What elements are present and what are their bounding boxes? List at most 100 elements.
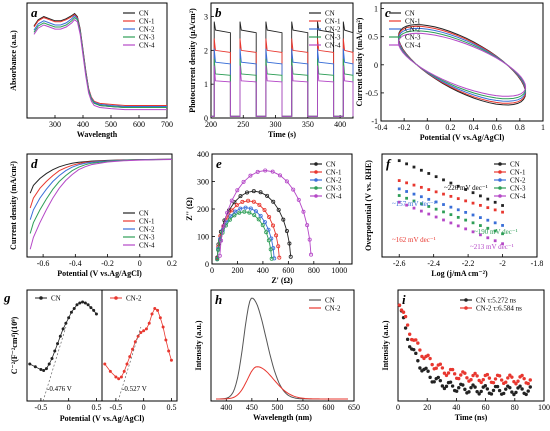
data-point [504, 387, 508, 391]
data-point [440, 384, 445, 388]
x-tick-label: 60 [482, 403, 490, 412]
data-point [94, 312, 98, 316]
legend-label: CN-4 [139, 42, 155, 50]
data-point [457, 376, 461, 381]
data-point [419, 202, 423, 206]
data-point [277, 255, 282, 260]
legend-label: CN-3 [139, 34, 155, 42]
data-point [427, 205, 431, 208]
legend-marker [314, 186, 318, 190]
data-point [399, 308, 404, 312]
data-point [497, 388, 502, 393]
panel-label: b [215, 5, 222, 20]
data-point [463, 387, 467, 392]
x-tick-label: 80 [511, 403, 519, 412]
legend-label: CN-2 [139, 226, 155, 234]
legend-label: CN [325, 297, 335, 305]
data-point [486, 197, 490, 201]
data-point [167, 349, 171, 353]
subplot-frame [101, 289, 178, 402]
x-tick-label: -0.2 [101, 259, 114, 268]
x-tick-label: 650 [348, 403, 360, 412]
data-point [405, 337, 410, 342]
data-point [418, 348, 422, 352]
data-point [471, 230, 475, 234]
data-point [486, 218, 490, 222]
data-point [305, 223, 310, 228]
data-point [493, 208, 497, 212]
x-tick-label: 0.5 [166, 403, 176, 412]
data-point [465, 376, 469, 380]
legend-label: CN-1 [325, 18, 341, 26]
x-tick-label: -1.8 [531, 259, 544, 268]
data-point [234, 203, 239, 208]
data-point [449, 194, 453, 198]
data-point [502, 391, 506, 396]
data-point [248, 173, 253, 178]
y-tick-label: 0.5 [368, 33, 378, 42]
legend-marker [498, 186, 502, 190]
data-point [216, 247, 221, 252]
data-point [487, 376, 492, 380]
data-point [266, 238, 271, 243]
data-point [486, 226, 490, 230]
data-point [464, 218, 468, 222]
data-point [430, 362, 434, 367]
y-tick-label: 0 [374, 61, 378, 70]
data-point [510, 390, 514, 394]
x-tick-label: 0.6 [492, 123, 502, 132]
data-point [467, 390, 471, 394]
data-point [528, 378, 532, 382]
data-point [442, 192, 445, 196]
data-point [463, 371, 467, 375]
data-point [284, 229, 289, 234]
data-point [414, 338, 418, 342]
data-point [516, 379, 520, 383]
legend-marker [314, 170, 318, 174]
x-tick-label: -0.2 [398, 123, 411, 132]
legend-label: CN [325, 10, 335, 18]
series-line-CN-4 [211, 65, 354, 117]
data-point [248, 206, 253, 211]
panel-i: 0 20 40 60 80 100 Time (ns) Intensity (a.u.) i CN… [381, 289, 550, 422]
data-point [221, 224, 226, 229]
data-point [526, 381, 530, 386]
legend-marker [464, 306, 468, 310]
data-point [506, 376, 510, 380]
data-point [269, 236, 274, 241]
data-point [238, 206, 243, 211]
legend-marker [464, 298, 468, 302]
data-point [142, 329, 146, 333]
data-point [456, 197, 460, 201]
x-tick-label: 0 [67, 403, 71, 412]
data-point [434, 207, 438, 211]
data-point [397, 179, 401, 182]
data-point [53, 349, 57, 353]
data-point [296, 197, 301, 202]
x-tick-label: -0.6 [37, 259, 50, 268]
x-tick-label: 0.5 [91, 403, 101, 412]
data-point [452, 372, 457, 376]
data-point [471, 191, 475, 195]
panel-label: f [386, 156, 392, 171]
data-point [442, 210, 445, 214]
data-point [501, 210, 504, 214]
data-point [489, 392, 494, 396]
data-point [103, 362, 107, 366]
legend-marker [314, 162, 318, 166]
series-line-CN [216, 190, 292, 258]
legend-marker [498, 178, 502, 182]
data-point [397, 303, 402, 307]
data-point [284, 179, 289, 184]
x-axis-label: Time (ns) [455, 413, 488, 422]
legend-label: CN [139, 10, 149, 18]
data-point [419, 168, 423, 172]
x-tick-label: -2.6 [393, 259, 406, 268]
data-point [131, 347, 135, 351]
data-point [233, 209, 238, 214]
data-point [512, 392, 516, 397]
data-point [486, 236, 490, 240]
data-point [495, 384, 500, 389]
legend-label: CN-1 [510, 169, 526, 177]
series-line-CN-4 [33, 19, 167, 111]
